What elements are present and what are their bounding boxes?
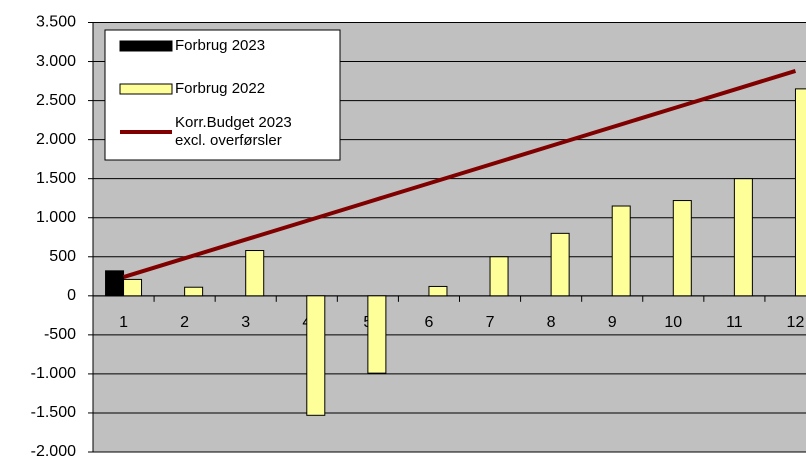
y-tick-label: -1.000 xyxy=(31,365,76,382)
legend-label: Forbrug 2022 xyxy=(175,80,265,97)
x-tick-label: 9 xyxy=(608,314,617,331)
y-tick-label: -1.500 xyxy=(31,404,76,421)
x-tick-label: 12 xyxy=(787,314,805,331)
bar xyxy=(105,270,125,297)
bar xyxy=(672,200,692,297)
x-tick-label: 10 xyxy=(664,314,682,331)
bar xyxy=(794,88,806,297)
y-tick-label: 2.500 xyxy=(36,92,76,109)
bar xyxy=(123,278,143,297)
bar xyxy=(428,285,448,297)
bar xyxy=(550,232,570,297)
bar xyxy=(367,295,387,374)
x-tick-label: 7 xyxy=(486,314,495,331)
legend: Forbrug 2023 Forbrug 2022 Korr.Budget 2023… xyxy=(104,29,341,161)
y-tick-label: -500 xyxy=(44,326,76,343)
bar xyxy=(184,286,204,297)
line xyxy=(122,69,797,279)
legend-label: Forbrug 2023 xyxy=(175,37,265,54)
y-tick-label: 500 xyxy=(49,248,76,265)
y-tick-label: 2.000 xyxy=(36,131,76,148)
y-tick-label: 1.500 xyxy=(36,170,76,187)
x-tick-label: 11 xyxy=(726,314,743,331)
legend-box xyxy=(104,29,341,161)
legend-swatch xyxy=(119,40,173,52)
y-tick-label: 3.000 xyxy=(36,53,76,70)
x-tick-label: 3 xyxy=(241,314,250,331)
bar xyxy=(245,250,265,297)
y-tick-label: 1.000 xyxy=(36,209,76,226)
legend-swatch xyxy=(119,83,173,95)
bar xyxy=(306,295,326,416)
x-tick-label: 6 xyxy=(425,314,434,331)
y-tick-label: 3.500 xyxy=(36,14,76,31)
bar xyxy=(611,205,631,297)
x-tick-label: 2 xyxy=(180,314,189,331)
bar xyxy=(489,256,509,297)
y-tick-label: 0 xyxy=(67,287,76,304)
x-tick-label: 1 xyxy=(119,314,128,331)
bar xyxy=(733,178,753,297)
y-tick-label: -2.000 xyxy=(31,443,76,459)
x-tick-label: 8 xyxy=(547,314,556,331)
legend-label: Korr.Budget 2023 excl. overførsler xyxy=(175,114,292,149)
